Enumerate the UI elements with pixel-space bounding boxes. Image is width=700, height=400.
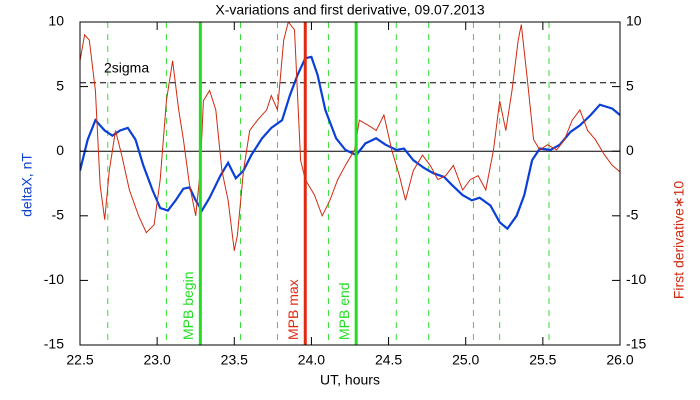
x-tick-label: 24.0 <box>298 352 325 368</box>
event-label: MPB begin <box>180 272 196 340</box>
plot-frame <box>79 21 621 346</box>
series-line <box>80 22 620 251</box>
x-tick-label: 26.0 <box>606 352 633 368</box>
event-label: MPB max <box>285 279 301 340</box>
y2-tick-label: 10 <box>626 13 642 29</box>
x-tick-label: 23.5 <box>221 352 248 368</box>
x-tick-label: 22.5 <box>66 352 93 368</box>
x-tick-label: 24.5 <box>375 352 402 368</box>
reference-label: 2sigma <box>104 59 149 75</box>
x-axis-label: UT, hours <box>320 372 380 388</box>
y2-tick-label: -5 <box>626 207 639 223</box>
x-tick-label: 23.0 <box>144 352 171 368</box>
y2-tick-label: 5 <box>626 77 634 93</box>
y2-tick-label: -10 <box>626 271 646 287</box>
y-tick-label: 10 <box>48 13 64 29</box>
event-label: MPB end <box>336 282 352 340</box>
y2-tick-label: 0 <box>626 142 634 158</box>
y2-axis-label: First derivative∗10 <box>671 181 687 300</box>
y-tick-label: 0 <box>56 142 64 158</box>
y-tick-label: 5 <box>56 77 64 93</box>
y-axis-label: deltaX, nT <box>19 153 35 217</box>
series-line <box>80 55 620 231</box>
chart-title: X-variations and first derivative, 09.07… <box>215 2 484 18</box>
y-tick-label: -10 <box>44 271 64 287</box>
y-tick-label: -15 <box>44 336 64 352</box>
y-tick-label: -5 <box>52 207 65 223</box>
y2-tick-label: -15 <box>626 336 646 352</box>
x-tick-label: 25.5 <box>529 352 556 368</box>
x-tick-label: 25.0 <box>452 352 479 368</box>
